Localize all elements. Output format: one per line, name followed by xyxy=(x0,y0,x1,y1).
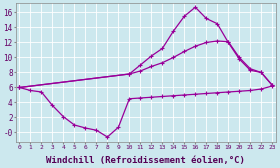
X-axis label: Windchill (Refroidissement éolien,°C): Windchill (Refroidissement éolien,°C) xyxy=(46,156,245,164)
